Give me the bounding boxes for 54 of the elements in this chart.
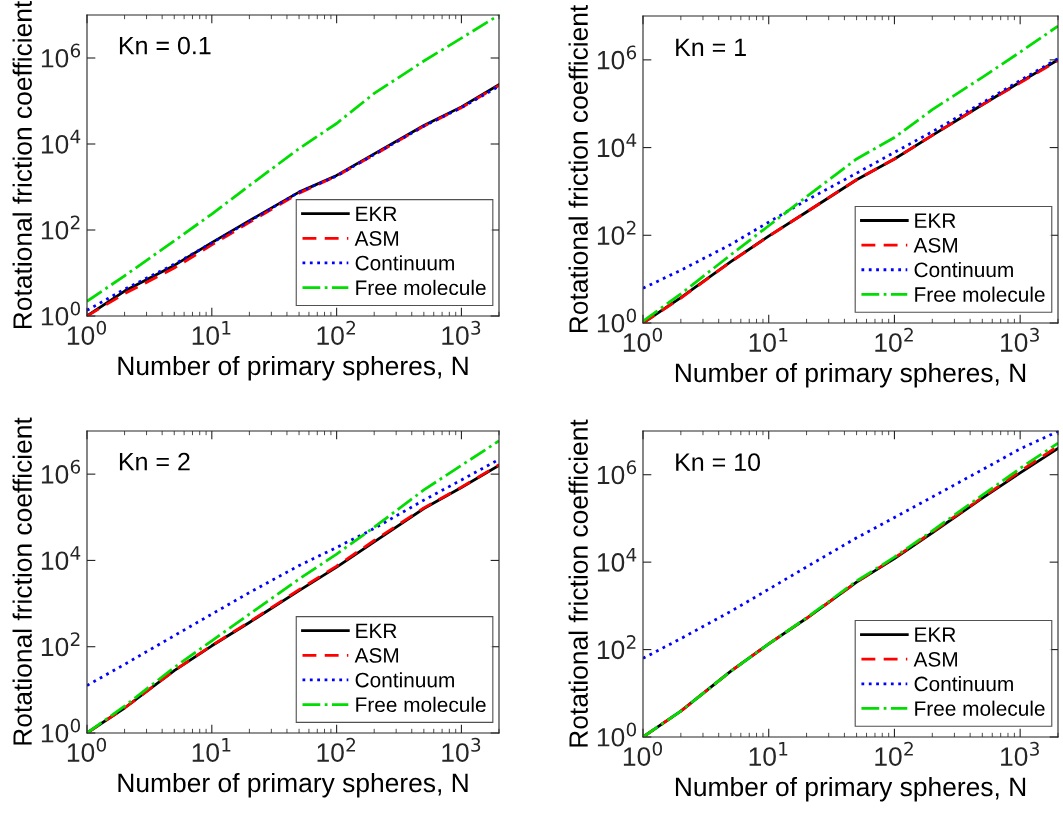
x-tick-label: 10$^{3}$ — [442, 320, 481, 345]
y-axis-title: Rotational friction coefficient — [568, 4, 588, 333]
x-axis-title: Number of primary spheres, N — [675, 362, 1026, 388]
y-tick-label: 10$^{6}$ — [41, 43, 81, 68]
y-tick-label: 10$^{2}$ — [597, 635, 636, 660]
y-tick-label: 10$^{6}$ — [41, 459, 81, 484]
legend-label: ASM — [913, 651, 957, 667]
y-tick-label: 10$^{6}$ — [597, 45, 637, 70]
annotation: Kn = 10 — [676, 453, 761, 472]
x-tick-label: 10$^{2}$ — [875, 327, 913, 352]
legend-label: Continuum — [914, 675, 1013, 692]
legend-label: Free molecule — [356, 696, 486, 713]
legend-label: Free molecule — [915, 700, 1045, 716]
x-tick-label: 10$^{2}$ — [875, 741, 913, 766]
legend-label: ASM — [354, 648, 399, 663]
legend-label: ASM — [354, 231, 399, 246]
x-tick-label: 10$^{1}$ — [192, 321, 231, 345]
x-tick-label: 10$^{3}$ — [1001, 327, 1039, 352]
legend-label: EKR — [356, 206, 397, 222]
legend-label: EKR — [915, 627, 956, 642]
legend-label: Continuum — [355, 672, 454, 688]
annotation: Kn = 1 — [676, 38, 746, 56]
legend-label: Continuum — [914, 261, 1013, 278]
y-tick-label: 10$^{4}$ — [41, 129, 81, 154]
x-axis-title: Number of primary spheres, N — [118, 355, 468, 381]
annotation: Kn = 0.1 — [119, 36, 211, 55]
x-tick-label: 10$^{1}$ — [749, 328, 788, 352]
x-tick-label: 10$^{1}$ — [749, 742, 788, 766]
y-axis-title: Rotational friction coefficient — [568, 419, 588, 747]
y-tick-label: 10$^{2}$ — [41, 215, 80, 240]
legend-label: ASM — [913, 237, 957, 253]
y-axis-title: Rotational friction coefficient — [12, 417, 32, 745]
x-axis-title: Number of primary spheres, N — [675, 776, 1026, 802]
legend-label: Continuum — [355, 255, 454, 271]
y-tick-label: 10$^{4}$ — [597, 133, 637, 158]
legend-label: EKR — [915, 213, 956, 228]
annotation: Kn = 2 — [119, 452, 190, 471]
x-tick-label: 10$^{2}$ — [317, 320, 356, 345]
x-tick-label: 10$^{0}$ — [623, 327, 663, 352]
y-axis-title: Rotational friction coefficient — [12, 0, 32, 329]
x-tick-label: 10$^{3}$ — [1001, 741, 1039, 766]
y-tick-label: 10$^{2}$ — [597, 220, 636, 245]
x-tick-label: 10$^{2}$ — [317, 737, 356, 762]
legend-label: EKR — [356, 623, 397, 638]
x-tick-label: 10$^{0}$ — [623, 741, 663, 766]
legend-label: Free molecule — [915, 286, 1045, 302]
y-tick-label: 10$^{4}$ — [597, 547, 637, 572]
x-tick-label: 10$^{3}$ — [442, 737, 481, 762]
legend-label: Free molecule — [356, 279, 486, 296]
y-tick-label: 10$^{6}$ — [597, 460, 637, 485]
x-tick-label: 10$^{1}$ — [192, 738, 231, 762]
y-tick-label: 10$^{2}$ — [41, 632, 80, 657]
x-axis-title: Number of primary spheres, N — [118, 772, 468, 798]
y-tick-label: 10$^{4}$ — [41, 546, 81, 571]
